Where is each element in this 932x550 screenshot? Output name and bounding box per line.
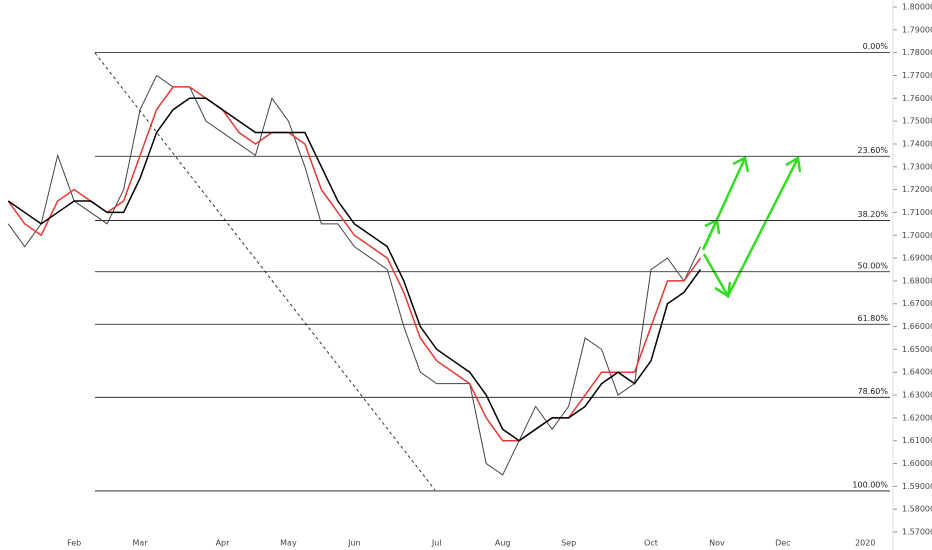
- y-tick-label: 1.67000: [902, 299, 932, 308]
- y-tick-label: 1.74000: [902, 139, 932, 148]
- y-tick-label: 1.79000: [902, 25, 932, 34]
- series-line: [7, 86, 702, 442]
- fib-label: 23.60%: [857, 146, 888, 155]
- y-tick-label: 1.57000: [902, 528, 932, 537]
- fib-label: 78.60%: [857, 387, 888, 396]
- y-tick-label: 1.65000: [902, 345, 932, 354]
- y-tick-label: 1.73000: [902, 162, 932, 171]
- y-tick-label: 1.64000: [902, 368, 932, 377]
- series-line: [7, 74, 701, 476]
- y-tick-label: 1.80000: [902, 3, 932, 12]
- fib-label: 38.20%: [857, 210, 888, 219]
- y-tick-label: 1.60000: [902, 459, 932, 468]
- fib-label: 50.00%: [857, 261, 888, 270]
- y-tick-label: 1.62000: [902, 413, 932, 422]
- y-tick-label: 1.66000: [902, 322, 932, 331]
- x-tick-label: Jun: [347, 539, 361, 548]
- fib-label: 61.80%: [857, 314, 888, 323]
- y-tick-label: 1.72000: [902, 185, 932, 194]
- y-tick-label: 1.68000: [902, 276, 932, 285]
- y-tick-label: 1.78000: [902, 48, 932, 57]
- arrow: [702, 219, 719, 249]
- x-tick-label: Oct: [644, 539, 658, 548]
- y-tick-label: 1.76000: [902, 94, 932, 103]
- x-tick-label: Dec: [775, 539, 790, 548]
- arrow-head: [732, 156, 750, 173]
- x-tick-label: Aug: [495, 539, 511, 548]
- x-tick-label: Feb: [67, 539, 81, 548]
- fib-label: 100.00%: [852, 480, 888, 489]
- x-tick-label: Apr: [216, 539, 231, 548]
- series-line: [7, 97, 702, 442]
- x-tick-label: 2020: [855, 539, 875, 548]
- arrow-head: [704, 218, 721, 235]
- x-tick-label: Mar: [133, 539, 149, 548]
- arrow-head: [785, 155, 802, 173]
- y-tick-label: 1.59000: [902, 482, 932, 491]
- x-tick-label: Jul: [431, 539, 442, 548]
- y-tick-label: 1.75000: [902, 117, 932, 126]
- y-tick-label: 1.77000: [902, 71, 932, 80]
- y-tick-label: 1.61000: [902, 436, 932, 445]
- arrow-head: [714, 281, 732, 299]
- x-tick-label: May: [280, 539, 297, 548]
- y-tick-label: 1.63000: [902, 391, 932, 400]
- projection-arrows: [701, 155, 802, 299]
- y-tick-label: 1.71000: [902, 208, 932, 217]
- y-tick-label: 1.69000: [902, 254, 932, 263]
- x-tick-label: Nov: [709, 539, 725, 548]
- x-tick-label: Sep: [561, 539, 576, 548]
- fib-label: 0.00%: [863, 42, 889, 51]
- y-tick-label: 1.58000: [902, 505, 932, 514]
- y-tick-label: 1.70000: [902, 231, 932, 240]
